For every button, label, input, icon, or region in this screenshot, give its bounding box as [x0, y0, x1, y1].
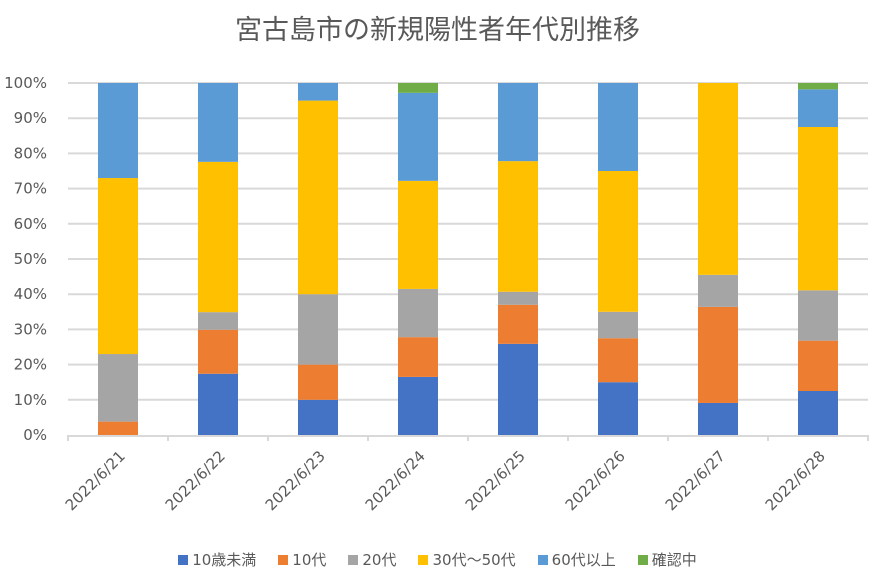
bar-segment [198, 161, 238, 313]
legend-label: 30代～50代 [432, 551, 516, 569]
x-tick-label: 2022/6/21 [62, 447, 129, 514]
bar-segment [398, 92, 438, 181]
y-tick-label: 60% [14, 215, 47, 233]
bar-segment [498, 304, 538, 344]
legend-item: 30代～50代 [418, 549, 516, 570]
bar-segment [398, 180, 438, 289]
bar-segment [798, 391, 838, 435]
legend-swatch [178, 554, 189, 565]
bar-segment [598, 83, 638, 171]
bar-segment [98, 421, 138, 435]
y-tick-label: 90% [14, 109, 47, 127]
y-tick-label: 30% [14, 320, 47, 338]
bar-segment [98, 178, 138, 355]
x-tick-label: 2022/6/24 [362, 447, 429, 514]
x-tick-label: 2022/6/28 [762, 447, 829, 514]
x-tick-label: 2022/6/26 [562, 447, 629, 514]
x-tick-label: 2022/6/23 [262, 447, 329, 514]
y-tick-label: 0% [23, 426, 47, 444]
legend-swatch [278, 554, 289, 565]
bar-segment [298, 83, 338, 101]
bar-segment [398, 288, 438, 338]
legend-swatch [348, 554, 359, 565]
y-tick-label: 80% [14, 144, 47, 162]
y-tick-label: 70% [14, 180, 47, 198]
bar-segment [498, 343, 538, 435]
legend-swatch [637, 554, 648, 565]
bar-segment [298, 100, 338, 295]
bar-segment [798, 83, 838, 90]
bar-segment [398, 83, 438, 93]
legend-item: 20代 [348, 549, 396, 570]
legend-item: 10代 [278, 549, 326, 570]
bar-segment [598, 382, 638, 435]
bar-segment [198, 312, 238, 330]
y-tick-label: 40% [14, 285, 47, 303]
bar-segment [698, 83, 738, 275]
legend-label: 10代 [292, 551, 327, 569]
bar-segment [298, 294, 338, 365]
bar-segment [498, 161, 538, 292]
bar-segment [398, 337, 438, 377]
chart-title: 宮古島市の新規陽性者年代別推移 [235, 15, 640, 46]
bar-segment [798, 127, 838, 291]
bar-segment [598, 338, 638, 383]
y-tick-label: 50% [14, 250, 47, 268]
bar-segment [498, 83, 538, 162]
legend: 10歳未満 10代 20代 30代～50代 60代以上 確認中 [0, 549, 875, 570]
bar-segment [298, 399, 338, 435]
bar-segment [498, 291, 538, 305]
bar-segment [698, 306, 738, 403]
legend-item: 10歳未満 [178, 549, 256, 570]
bar-segment [98, 354, 138, 422]
legend-item: 確認中 [637, 549, 697, 570]
bar-segment [198, 329, 238, 374]
x-tick-label: 2022/6/27 [662, 447, 729, 514]
legend-swatch [418, 554, 429, 565]
legend-label: 60代以上 [551, 551, 616, 569]
axes [67, 435, 869, 441]
bar-segment [298, 364, 338, 400]
y-tick-label: 20% [14, 356, 47, 374]
bar-segment [698, 274, 738, 307]
y-tick-label: 10% [14, 391, 47, 409]
legend-item: 60代以上 [537, 549, 616, 570]
bar-segment [198, 83, 238, 162]
gridlines [68, 82, 868, 401]
bar-segment [198, 373, 238, 435]
bar-segment [798, 290, 838, 341]
bar-segment [98, 83, 138, 179]
legend-label: 10歳未満 [192, 551, 257, 569]
legend-label: 確認中 [651, 551, 697, 569]
x-tick-label: 2022/6/25 [462, 447, 529, 514]
bar-segment [798, 340, 838, 391]
x-tick-label: 2022/6/22 [162, 447, 229, 514]
bars [98, 83, 838, 435]
bar-segment [598, 171, 638, 312]
y-tick-label: 100% [4, 74, 47, 92]
bar-segment [398, 376, 438, 435]
bar-segment [598, 311, 638, 339]
bar-segment [798, 89, 838, 127]
bar-segment [698, 402, 738, 435]
legend-label: 20代 [362, 551, 397, 569]
legend-swatch [537, 554, 548, 565]
